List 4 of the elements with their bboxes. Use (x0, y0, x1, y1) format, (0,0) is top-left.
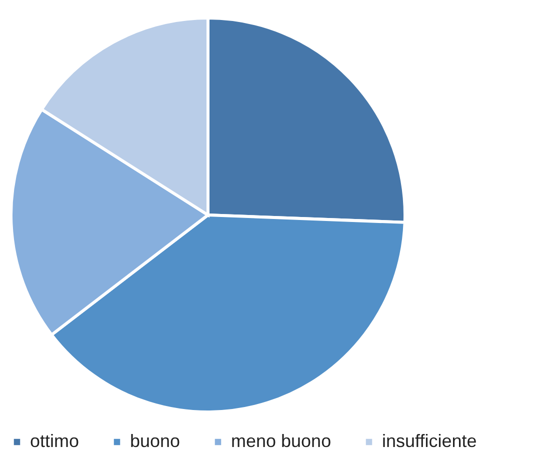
legend-label: ottimo (30, 431, 80, 451)
legend-label: buono (130, 431, 180, 451)
legend-label: meno buono (231, 431, 332, 451)
legend-label: insufficiente (382, 431, 477, 451)
